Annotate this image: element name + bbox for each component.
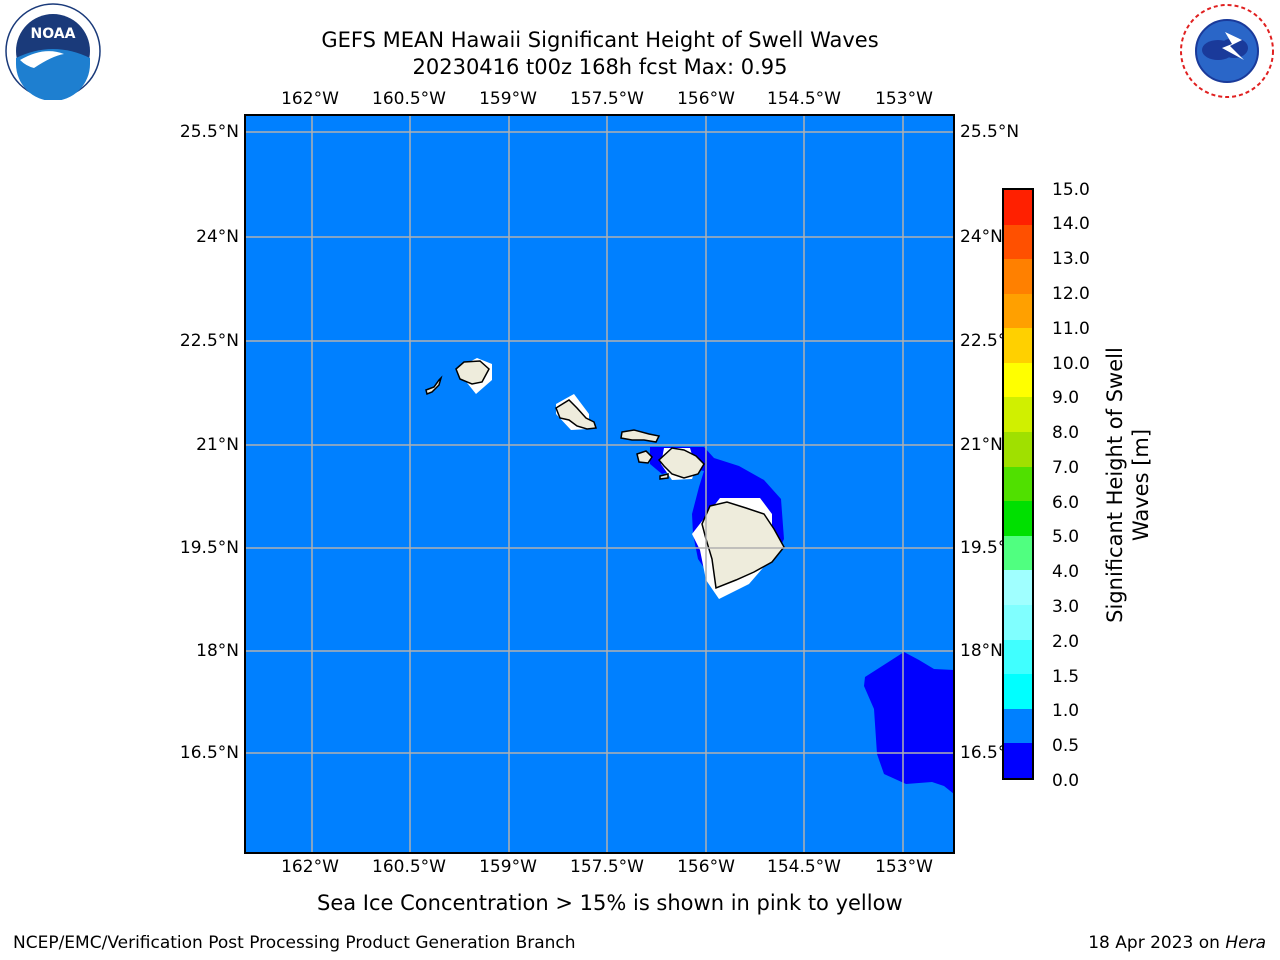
footer-date-text: 18 Apr 2023 on <box>1088 933 1226 953</box>
lat-label-left: 22.5°N <box>179 331 239 351</box>
lat-label-left: 21°N <box>196 435 239 455</box>
lat-label-left: 24°N <box>196 227 239 247</box>
gridlines <box>245 115 954 853</box>
map-frame <box>244 114 955 854</box>
colorbar-segment <box>1004 570 1032 606</box>
colorbar-segment <box>1004 743 1032 778</box>
lat-label-right: 18°N <box>960 641 1003 661</box>
colorbar-segment <box>1004 432 1032 467</box>
chart-title-line1: GEFS MEAN Hawaii Significant Height of S… <box>321 28 879 52</box>
colorbar-tick: 3.0 <box>1052 597 1080 617</box>
lon-label-bottom: 159°W <box>479 857 537 877</box>
lat-label-left: 25.5°N <box>179 122 239 142</box>
lon-label-top: 159°W <box>479 89 537 109</box>
colorbar-tick: 6.0 <box>1052 493 1080 513</box>
colorbar-tick: 2.0 <box>1052 632 1080 652</box>
maui-island <box>657 447 705 479</box>
sea-ice-note: Sea Ice Concentration > 15% is shown in … <box>317 891 903 915</box>
lanai-island <box>636 450 653 464</box>
colorbar-tick: 7.0 <box>1052 458 1080 478</box>
low-swell-region-southeast <box>864 652 954 794</box>
lat-label-left: 16.5°N <box>179 743 239 763</box>
lat-label-left: 18°N <box>196 641 239 661</box>
colorbar-segment <box>1004 362 1032 398</box>
colorbar-segment <box>1004 501 1032 536</box>
colorbar-segment <box>1004 328 1032 363</box>
footer-machine: Hera <box>1225 933 1266 953</box>
kahoolawe-island <box>659 473 669 480</box>
molokai-island <box>620 429 661 443</box>
colorbar-tick: 0.0 <box>1052 771 1080 791</box>
lon-label-bottom: 157.5°W <box>570 857 644 877</box>
lon-label-bottom: 153°W <box>875 857 933 877</box>
colorbar-segment <box>1004 674 1032 709</box>
kauai-island <box>455 360 490 385</box>
colorbar-tick: 0.5 <box>1052 736 1080 756</box>
colorbar-tick: 4.0 <box>1052 562 1080 582</box>
colorbar-tick: 12.0 <box>1052 284 1090 304</box>
nws-logo <box>1180 4 1274 98</box>
lon-label-top: 157.5°W <box>570 89 644 109</box>
oahu-island <box>555 399 598 430</box>
colorbar-segment <box>1004 708 1032 744</box>
colorbar-tick: 13.0 <box>1052 249 1090 269</box>
lat-label-left: 19.5°N <box>179 538 239 558</box>
lat-label-right: 25.5°N <box>960 122 1020 142</box>
lon-label-bottom: 154.5°W <box>767 857 841 877</box>
colorbar-segment <box>1004 397 1032 433</box>
colorbar-segment <box>1004 189 1032 225</box>
colorbar-segment <box>1004 224 1032 260</box>
colorbar-segment <box>1004 639 1032 675</box>
colorbar <box>1002 188 1034 780</box>
colorbar-tick: 8.0 <box>1052 423 1080 443</box>
lat-label-right: 21°N <box>960 435 1003 455</box>
colorbar-tick: 15.0 <box>1052 180 1090 200</box>
lon-label-bottom: 160.5°W <box>372 857 446 877</box>
lon-label-top: 156°W <box>677 89 735 109</box>
svg-text:NOAA: NOAA <box>31 26 76 42</box>
niihau-island <box>425 375 443 396</box>
colorbar-segment <box>1004 535 1032 571</box>
colorbar-tick: 14.0 <box>1052 214 1090 234</box>
footer-date: 18 Apr 2023 on Hera <box>1088 933 1266 953</box>
lon-label-top: 153°W <box>875 89 933 109</box>
map-panel <box>244 114 955 854</box>
lon-label-bottom: 156°W <box>677 857 735 877</box>
colorbar-label-line2: Waves [m] <box>1129 428 1153 542</box>
colorbar-segment <box>1004 605 1032 640</box>
lon-label-top: 160.5°W <box>372 89 446 109</box>
colorbar-tick: 9.0 <box>1052 388 1080 408</box>
lon-label-top: 154.5°W <box>767 89 841 109</box>
lon-label-bottom: 162°W <box>281 857 339 877</box>
hawaii-big-island <box>701 501 785 590</box>
colorbar-tick: 5.0 <box>1052 527 1080 547</box>
noaa-logo: NOAA <box>5 3 101 100</box>
colorbar-segment <box>1004 293 1032 329</box>
lat-label-right: 24°N <box>960 227 1003 247</box>
colorbar-segment <box>1004 466 1032 502</box>
ocean-background <box>245 115 954 853</box>
lon-label-top: 162°W <box>281 89 339 109</box>
colorbar-label: Significant Height of Swell Waves [m] <box>1102 325 1154 645</box>
colorbar-segment <box>1004 259 1032 294</box>
chart-title-line2: 20230416 t00z 168h fcst Max: 0.95 <box>412 55 788 79</box>
footer-branch: NCEP/EMC/Verification Post Processing Pr… <box>13 933 576 953</box>
colorbar-tick: 1.0 <box>1052 701 1080 721</box>
colorbar-label-line1: Significant Height of Swell <box>1103 347 1127 623</box>
colorbar-tick: 11.0 <box>1052 319 1090 339</box>
colorbar-tick: 10.0 <box>1052 354 1090 374</box>
colorbar-tick: 1.5 <box>1052 667 1080 687</box>
